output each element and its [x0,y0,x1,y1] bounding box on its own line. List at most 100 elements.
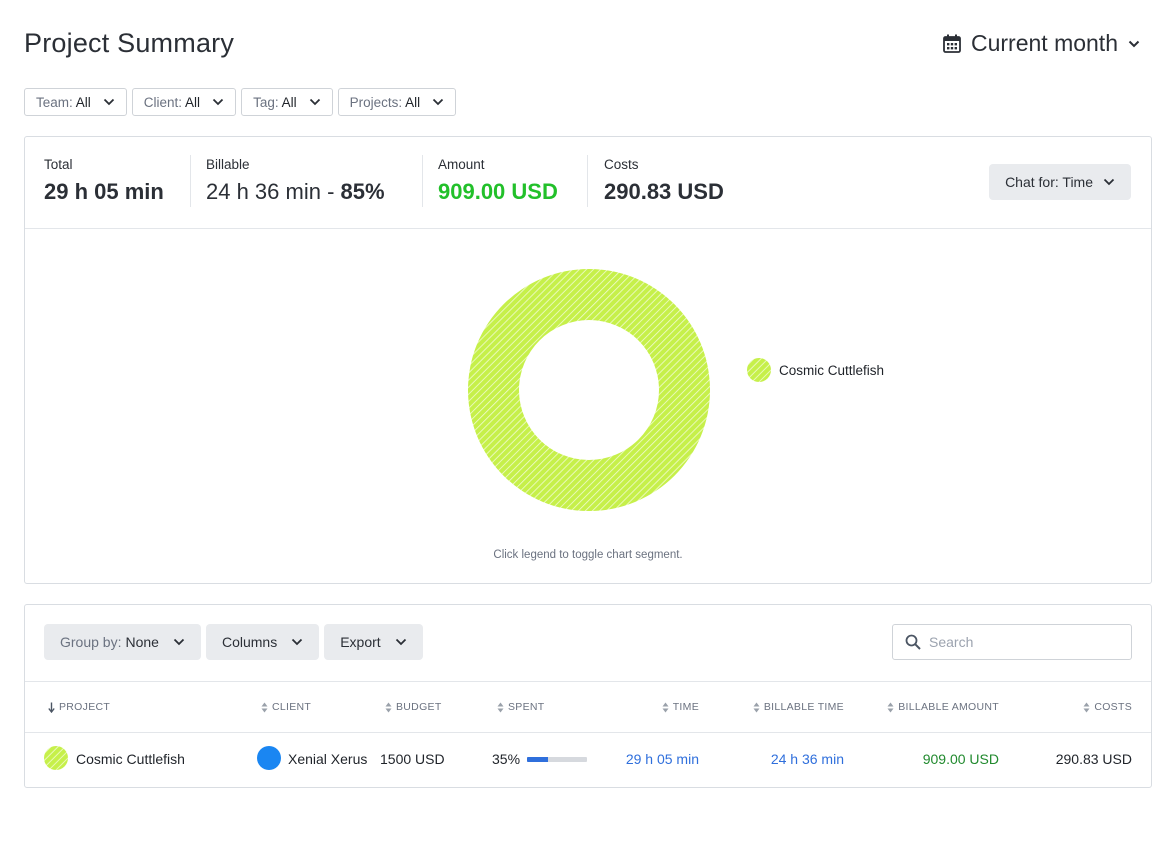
stat-total-value: 29 h 05 min [44,179,164,204]
columns-dropdown[interactable]: Columns [205,624,320,660]
projects-filter[interactable]: Projects: All [337,88,457,116]
chart-for-text: Chat for: Time [1005,174,1093,190]
chart-for-value: Time [1062,174,1093,190]
projects-table-card: Group by: None Columns Export PROJECT CL… [24,604,1152,788]
group-by-value: None [125,634,159,650]
header-project[interactable]: PROJECT [48,701,110,713]
table-header: PROJECT CLIENT BUDGET SPENT TIME BILLABL… [25,681,1151,733]
search-icon [905,634,921,650]
team-filter-key: Team: [36,94,73,110]
project-color-swatch [44,746,68,770]
header-budget[interactable]: BUDGET [385,701,442,713]
group-by-key: Group by: [60,634,122,650]
chart-for-key: Chat for: [1005,174,1059,190]
stat-billable-separator: - [320,179,341,204]
columns-label: Columns [221,634,278,650]
client-filter-key: Client: [143,94,183,110]
header-billable-amount-label: BILLABLE AMOUNT [898,701,999,713]
header-budget-label: BUDGET [396,701,442,713]
period-selector[interactable]: Current month [943,30,1140,57]
chevron-down-icon [173,638,185,646]
client-filter-value: All [185,94,201,110]
donut-segment-cosmic-cuttlefish [468,268,710,512]
divider [190,155,191,207]
cell-client: Xenial Xerus [288,751,368,767]
header-spent[interactable]: SPENT [497,701,545,713]
legend-item-cosmic-cuttlefish[interactable]: Cosmic Cuttlefish [747,358,884,382]
calendar-icon [943,34,961,53]
sort-icon [385,702,392,712]
tag-filter-key: Tag: [253,94,279,110]
header-client[interactable]: CLIENT [261,701,311,713]
sort-icon [1083,702,1090,712]
summary-card: Total 29 h 05 min Billable 24 h 36 min -… [24,136,1152,584]
header-billable-time[interactable]: BILLABLE TIME [753,701,844,713]
table-row[interactable]: Cosmic Cuttlefish Xenial Xerus 1500 USD … [25,733,1151,787]
client-avatar [257,746,281,770]
chevron-down-icon [103,98,114,106]
cell-costs: 290.83 USD [1055,751,1132,767]
legend-label: Cosmic Cuttlefish [779,362,885,378]
chevron-down-icon [212,98,224,106]
sort-icon [887,702,894,712]
header-billable-time-label: BILLABLE TIME [763,701,844,713]
team-filter[interactable]: Team: All [24,88,127,116]
client-filter[interactable]: Client: All [131,88,237,116]
chevron-down-icon [309,98,320,106]
table-toolbar: Group by: None Columns Export [44,624,423,660]
donut-chart [468,268,710,512]
header-spent-label: SPENT [508,701,545,713]
chevron-down-icon [433,98,444,106]
cell-budget: 1500 USD [380,751,445,767]
cell-project[interactable]: Cosmic Cuttlefish [76,751,185,767]
cell-billable-amount: 909.00 USD [922,751,999,767]
chart-for-dropdown[interactable]: Chat for: Time [989,164,1131,200]
search-input[interactable] [929,634,1119,650]
tag-filter[interactable]: Tag: All [241,88,333,116]
spent-progress-fill [527,757,548,762]
cell-billable-time[interactable]: 24 h 36 min [770,751,844,767]
stat-total-label: Total [44,157,73,172]
sort-desc-icon [48,702,55,713]
header-costs-label: COSTS [1094,701,1132,713]
team-filter-value: All [75,94,91,110]
summary-stats: Total 29 h 05 min Billable 24 h 36 min -… [25,137,1151,229]
export-dropdown[interactable]: Export [324,624,423,660]
divider [422,155,423,207]
chevron-down-icon [1103,178,1115,186]
stat-billable: Billable 24 h 36 min - 85% [206,157,385,205]
tag-filter-value: All [281,94,297,110]
header-time-label: TIME [672,701,699,713]
sort-icon [662,702,669,712]
chevron-down-icon [395,638,406,646]
chevron-down-icon [292,638,303,646]
stat-costs-value: 290.83 USD [604,179,724,204]
export-label: Export [340,634,381,650]
cell-spent: 35% [492,751,521,767]
projects-filter-key: Projects: [349,94,403,110]
divider [587,155,588,207]
search-box [892,624,1132,660]
sort-icon [753,702,760,712]
stat-billable-label: Billable [206,157,250,172]
header-costs[interactable]: COSTS [1083,701,1132,713]
stat-amount-label: Amount [438,157,485,172]
stat-costs: Costs 290.83 USD [604,157,724,205]
stat-amount-value: 909.00 USD [438,179,558,204]
group-by-dropdown[interactable]: Group by: None [44,624,201,660]
sort-icon [261,702,268,712]
stat-amount: Amount 909.00 USD [438,157,558,205]
stat-total: Total 29 h 05 min [44,157,164,205]
stat-costs-label: Costs [604,157,639,172]
header-project-label: PROJECT [59,701,111,713]
stat-billable-percent: 85% [340,179,385,204]
chevron-down-icon [1128,40,1140,47]
stat-billable-value-row: 24 h 36 min - 85% [206,179,385,205]
header-billable-amount[interactable]: BILLABLE AMOUNT [887,701,999,713]
period-label: Current month [970,30,1118,56]
chart-hint: Click legend to toggle chart segment. [493,549,683,561]
cell-time[interactable]: 29 h 05 min [625,751,699,767]
spent-progress-bar [527,757,587,762]
legend-swatch [747,358,771,382]
header-time[interactable]: TIME [662,701,699,713]
